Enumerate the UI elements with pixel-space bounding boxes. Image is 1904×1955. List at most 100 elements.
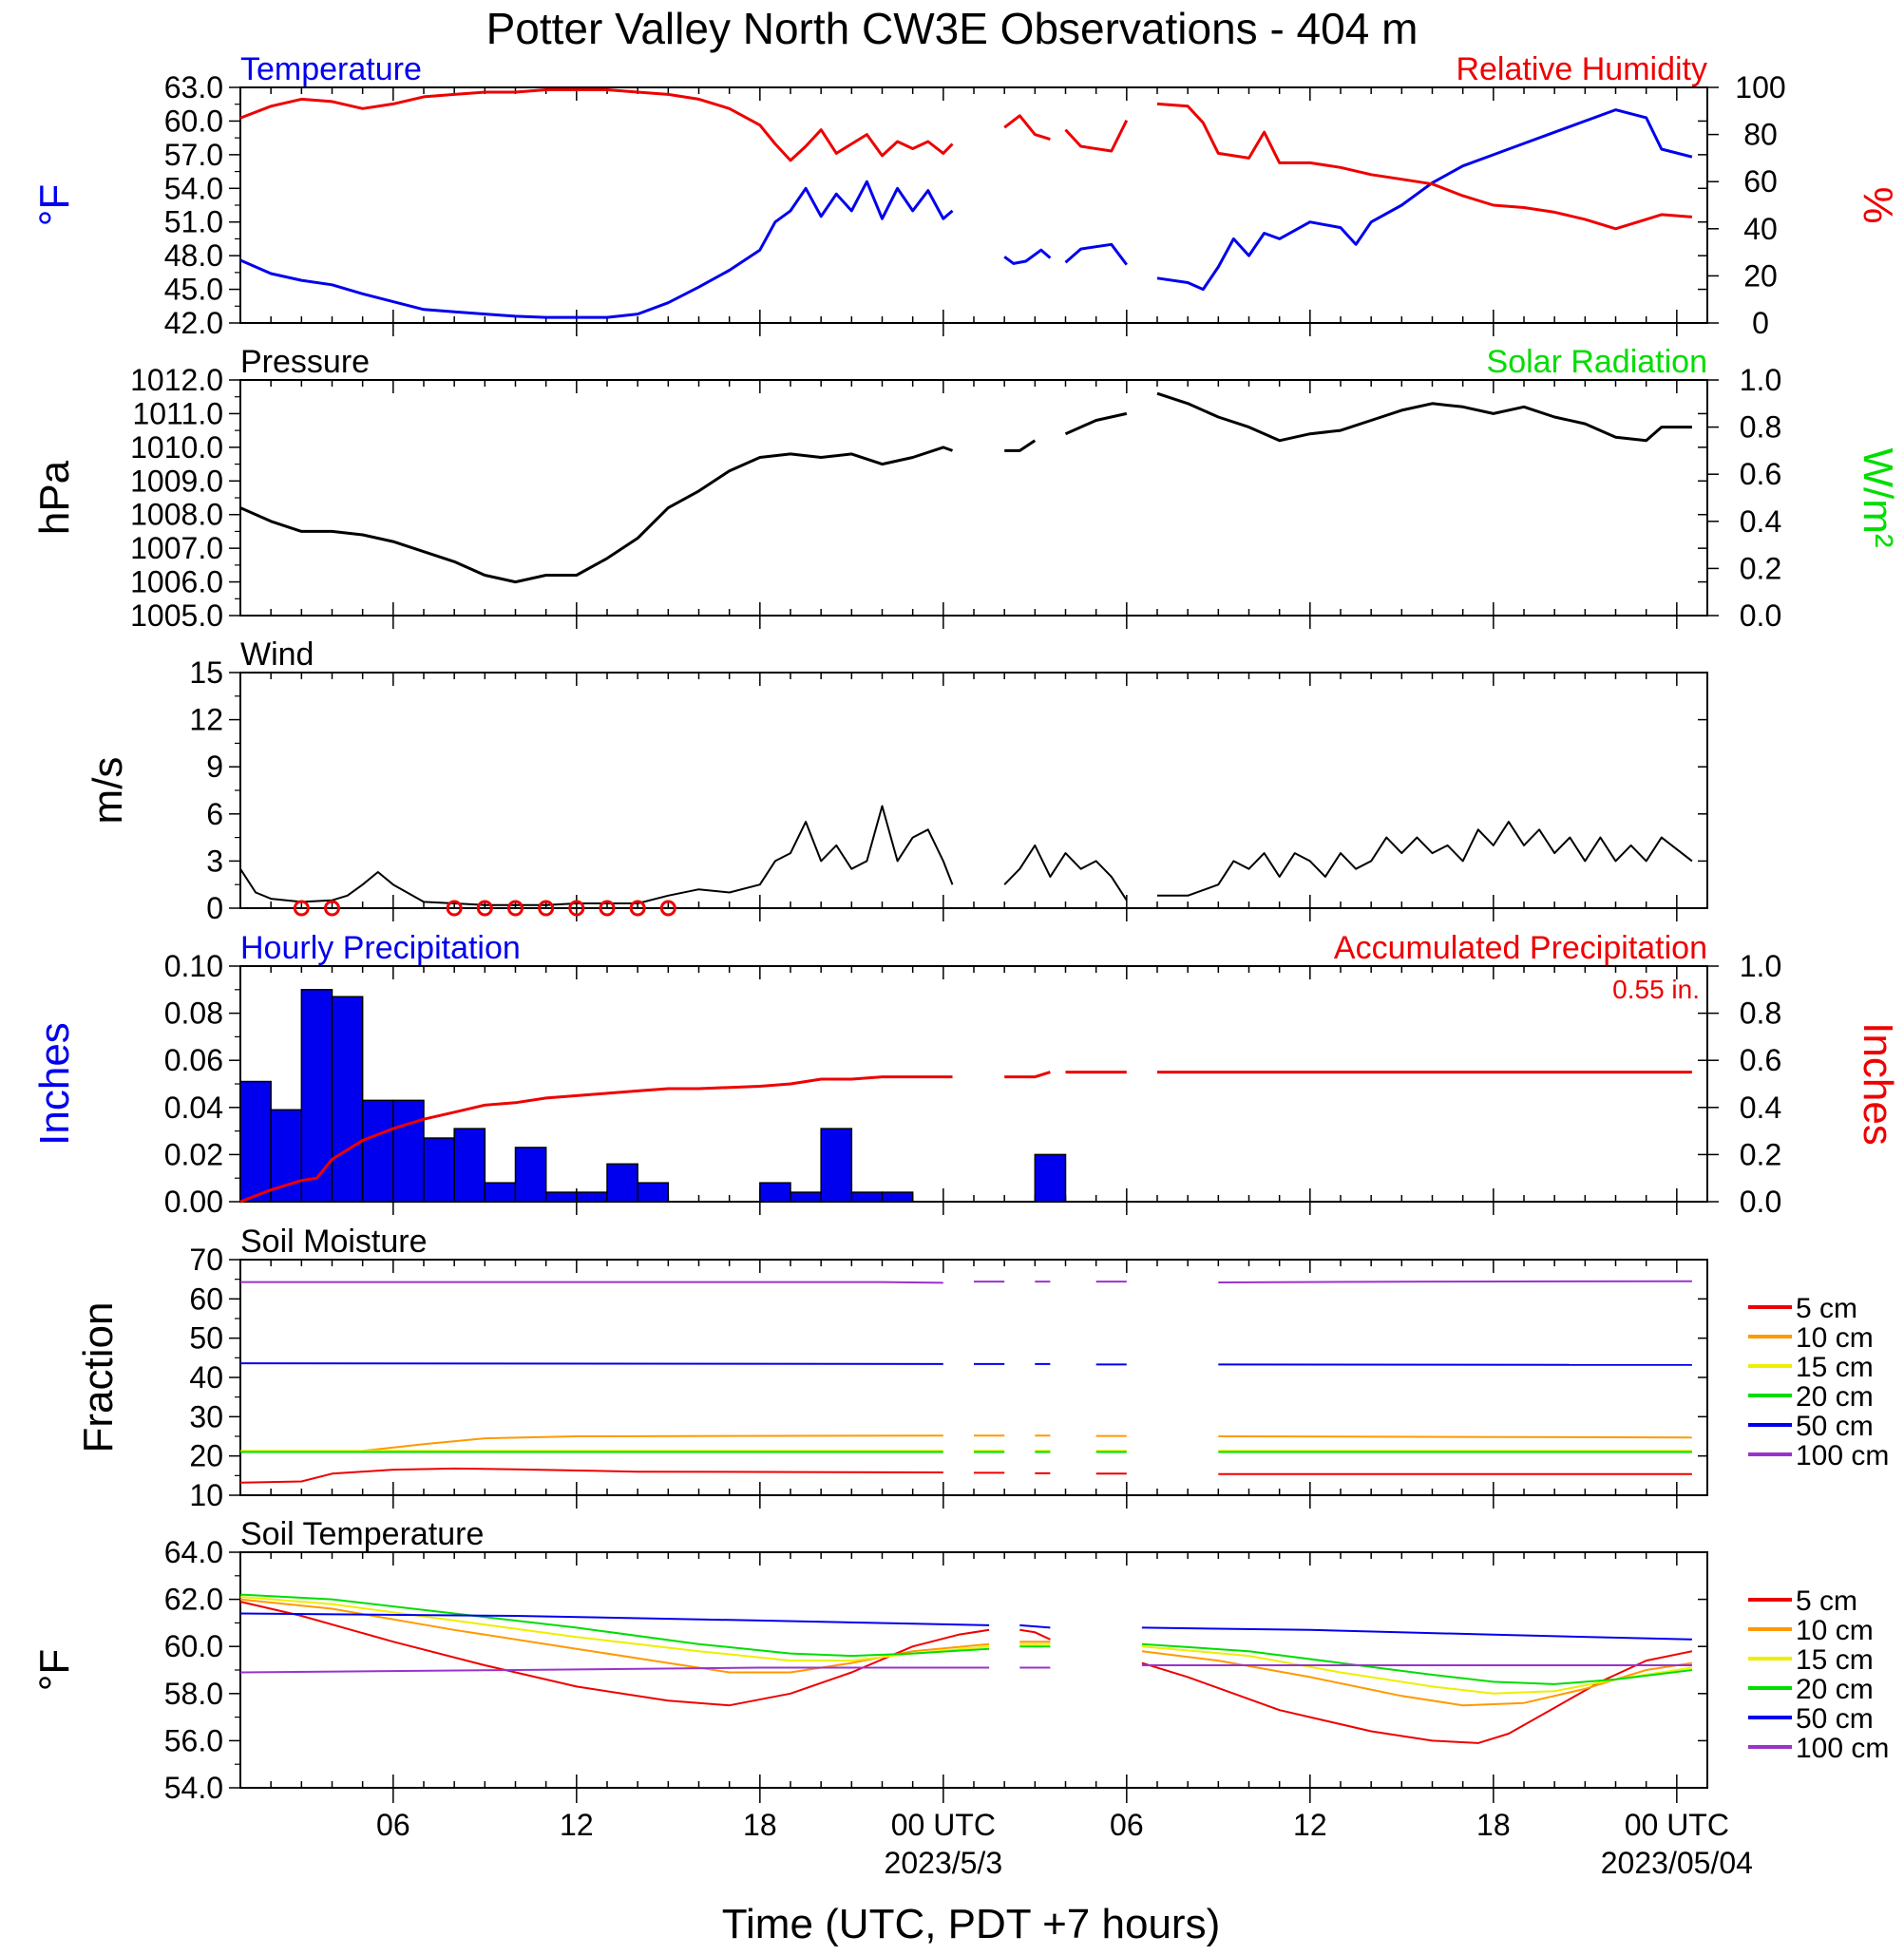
soil_temperature-ylabel-left: °F	[31, 1649, 78, 1691]
temp_rh-title-left: Temperature	[240, 51, 422, 87]
soil_temperature-series-20-cm	[1141, 1642, 1693, 1685]
soil_temperature-ytick-left: 54.0	[164, 1771, 223, 1805]
legend-entry: 5 cm	[1796, 1293, 1857, 1324]
pressure-title-left: Pressure	[240, 344, 370, 380]
legend-entry: 20 cm	[1796, 1674, 1874, 1705]
figure-title: Potter Valley North CW3E Observations - …	[486, 4, 1418, 53]
wind-ylabel-left: m/s	[85, 757, 131, 825]
precip-bar	[300, 989, 333, 1203]
precip-bar	[637, 1182, 670, 1203]
legend-entry: 50 cm	[1796, 1703, 1874, 1735]
temp_rh-ytick-right: 20	[1743, 258, 1778, 293]
soil_moisture-ytick-left: 60	[189, 1281, 223, 1316]
precip-bar	[606, 1163, 638, 1203]
pressure-ytick-right: 0.8	[1740, 410, 1781, 445]
soil_temperature-series-50-cm	[1019, 1623, 1051, 1629]
panel-pressure: 1005.01006.01007.01008.01009.01010.01011…	[31, 344, 1901, 633]
precip-bar	[850, 1191, 884, 1203]
legend-entry: 15 cm	[1796, 1644, 1874, 1676]
soil_moisture-series-100-cm	[240, 1281, 943, 1284]
calm-wind-marker	[629, 900, 646, 917]
soil_temperature-ytick-left: 64.0	[164, 1535, 223, 1569]
precip-title-right: Accumulated Precipitation	[1334, 930, 1707, 966]
calm-wind-marker	[324, 900, 340, 917]
temp_rh-ytick-right: 100	[1735, 70, 1785, 104]
temp_rh-ytick-left: 54.0	[164, 171, 223, 205]
legend-entry: 10 cm	[1796, 1615, 1874, 1646]
calm-wind-marker	[568, 900, 585, 917]
soil_temperature-series-50-cm	[1141, 1626, 1692, 1641]
x-axis: 06 12 18 00 UTC 06 12 18 00 UTC 2023/5/3 2023/05/…	[376, 1788, 1753, 1880]
legend-entry: 100 cm	[1796, 1440, 1889, 1471]
precip-ytick-left: 0.08	[164, 996, 223, 1031]
panel-soil_temperature: 54.0 56.0 58.0 60.0 62.0 64.0 Soil Temperature…	[31, 1516, 1889, 1805]
precip-bar	[881, 1191, 914, 1203]
precip-ytick-right: 0.2	[1740, 1137, 1781, 1171]
soil_temperature-series-5-cm	[1019, 1628, 1051, 1641]
temp_rh-series-temperature	[1064, 242, 1128, 266]
precip-bar	[759, 1182, 791, 1203]
pressure-ytick-right: 0.6	[1740, 457, 1781, 491]
temp_rh-series-relative-humidity	[1064, 120, 1129, 153]
soil_temperature-series-15-cm	[239, 1596, 990, 1662]
soil_temperature-title-left: Soil Temperature	[240, 1516, 484, 1552]
calm-wind-marker	[293, 900, 310, 917]
pressure-x-ticks	[270, 380, 1678, 629]
temp_rh-ytick-left: 60.0	[164, 104, 223, 138]
precip-bar	[392, 1099, 425, 1203]
x-date-label: 2023/5/3	[885, 1846, 1003, 1880]
wind-series-wind-speed	[239, 805, 954, 906]
wind-ytick-left: 6	[206, 797, 223, 831]
wind-series-wind-speed	[1157, 821, 1693, 897]
wind-ytick-left: 0	[206, 891, 223, 925]
precip-bar	[361, 1099, 394, 1203]
soil_moisture-ylabel-left: Fraction	[75, 1302, 122, 1453]
soil_moisture-series-50-cm	[239, 1362, 943, 1365]
wind-title-left: Wind	[240, 636, 314, 673]
soil_moisture-series-10-cm	[1218, 1435, 1692, 1439]
soil_moisture-series-10-cm	[239, 1434, 943, 1452]
soil_temperature-series-100-cm	[239, 1666, 990, 1674]
temp_rh-ytick-right: 0	[1752, 306, 1769, 340]
wind-x-ticks	[270, 673, 1678, 921]
soil_temperature-x-ticks	[270, 1552, 1678, 1788]
precip-bar	[331, 996, 364, 1203]
precip-annotation: 0.55 in.	[1612, 975, 1700, 1004]
precip-ylabel-right: Inches	[1855, 1022, 1901, 1146]
precip-bar	[453, 1128, 486, 1203]
pressure-series-pressure	[1156, 391, 1692, 443]
soil_moisture-ytick-left: 50	[189, 1321, 223, 1356]
x-axis-label: Time (UTC, PDT +7 hours)	[722, 1901, 1220, 1947]
precip-bar	[1034, 1153, 1067, 1203]
pressure-ylabel-right: W/m²	[1855, 447, 1901, 547]
soil_moisture-ytick-left: 30	[189, 1399, 223, 1433]
pressure-series-pressure	[1064, 411, 1128, 436]
x-tick-label: 06	[1110, 1808, 1144, 1842]
precip-ytick-left: 0.10	[164, 949, 223, 983]
precip-bar	[484, 1182, 517, 1203]
precip-bar	[239, 1080, 272, 1203]
precip-ytick-left: 0.04	[164, 1091, 223, 1125]
precip-bar	[514, 1147, 547, 1203]
legend-entry: 50 cm	[1796, 1411, 1874, 1442]
soil_moisture-ytick-left: 70	[189, 1243, 223, 1277]
x-date-label: 2023/05/04	[1601, 1846, 1753, 1880]
precip-bar	[423, 1137, 455, 1203]
temp_rh-ytick-left: 45.0	[164, 273, 223, 307]
wind-series-wind-speed	[1003, 844, 1128, 902]
temp_rh-ylabel-left: °F	[31, 184, 78, 226]
soil_temperature-ytick-left: 56.0	[164, 1723, 223, 1757]
wind-ytick-left: 15	[189, 655, 223, 690]
calm-wind-marker	[659, 900, 676, 917]
temp_rh-frame	[239, 86, 1708, 324]
legend-entry: 100 cm	[1796, 1733, 1889, 1764]
precip-title-left: Hourly Precipitation	[240, 930, 521, 966]
panel-wind: 0 3 6 9 12 15 Wind m/s	[85, 636, 1708, 925]
precip-bar	[820, 1128, 853, 1203]
wind-ytick-left: 9	[206, 750, 223, 784]
precip-ytick-right: 0.4	[1740, 1091, 1781, 1125]
temp_rh-ytick-left: 51.0	[164, 205, 223, 239]
precip-ytick-right: 0.6	[1740, 1043, 1781, 1077]
accumulated-precip-line	[239, 1075, 953, 1204]
